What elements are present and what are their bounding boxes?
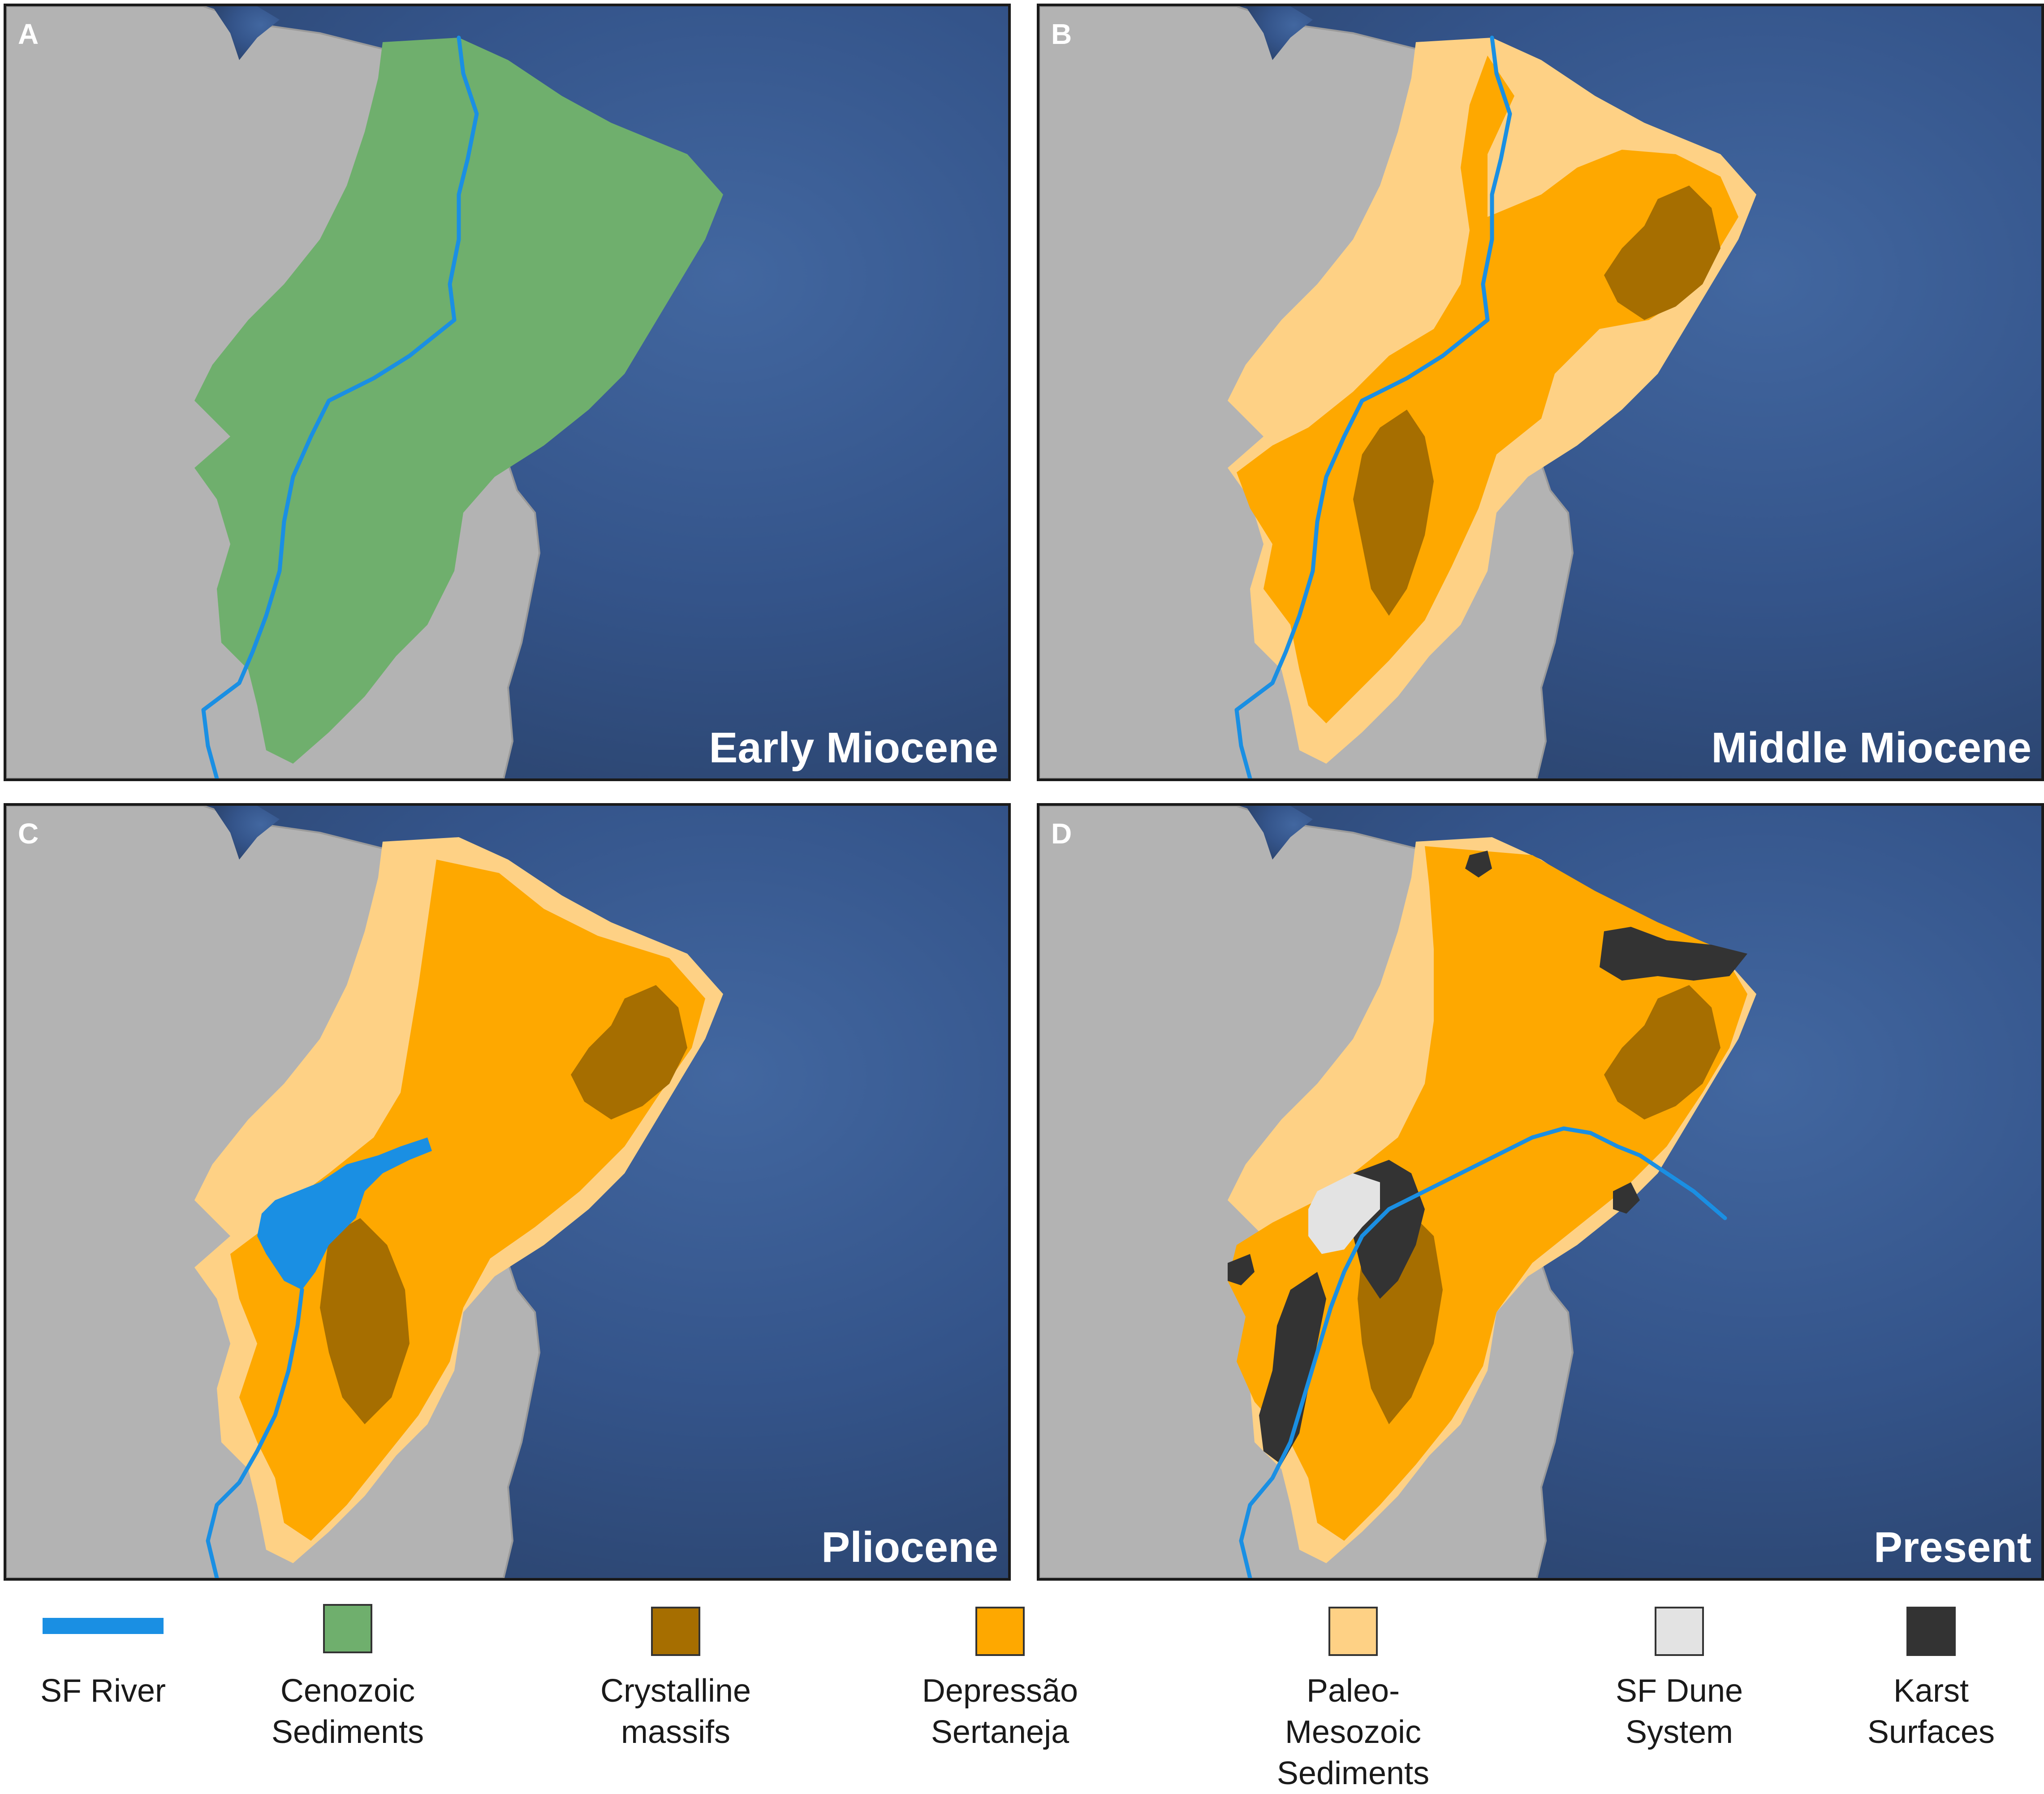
sf-river-path <box>206 1288 304 1578</box>
paleolake <box>257 1137 432 1290</box>
panel-pliocene: C Pliocene <box>4 803 1011 1581</box>
sf-river-path <box>1239 1126 1727 1578</box>
crystalline-massif-east <box>571 985 687 1120</box>
panel-present: D Present <box>1037 803 2044 1581</box>
legend-label: Crystalline massifs <box>600 1673 751 1750</box>
legend-label: SF River <box>40 1673 166 1709</box>
crystalline-swatch-icon <box>651 1607 700 1656</box>
map-pliocene <box>6 806 1008 1578</box>
panel-letter: A <box>18 18 39 50</box>
crystalline-massif-south <box>1353 410 1434 616</box>
sf-river-line-icon <box>43 1618 164 1634</box>
northwest-bay <box>212 806 280 860</box>
sf-river-path <box>201 35 479 778</box>
crystalline-massif-east <box>1604 985 1721 1120</box>
panel-letter: C <box>18 817 39 850</box>
legend-label: Paleo-Mesozoic Sediments <box>1276 1673 1430 1791</box>
panel-letter: B <box>1051 18 1072 50</box>
crystalline-massif-south <box>320 1218 410 1424</box>
map-early-miocene <box>6 6 1008 778</box>
map-middle-miocene <box>1039 6 2041 778</box>
northwest-bay <box>212 6 280 60</box>
northwest-bay <box>1246 6 1313 60</box>
legend-label: Depressão Sertaneja <box>922 1673 1078 1750</box>
panel-title: Middle Miocene <box>1711 724 2031 772</box>
legend-label: Karst Surfaces <box>1867 1673 1995 1750</box>
panel-title: Pliocene <box>821 1523 998 1571</box>
paleo-swatch-icon <box>1328 1607 1378 1656</box>
depressao-region <box>1228 846 1747 1541</box>
depressao-swatch-icon <box>975 1607 1025 1656</box>
karst-west <box>1228 1254 1255 1285</box>
panel-early-miocene: A Early Miocene <box>4 4 1011 781</box>
karst-swatch-icon <box>1906 1607 1956 1656</box>
sf-dune-region <box>1308 1173 1380 1254</box>
cenozoic-sediments-region <box>194 38 723 764</box>
panel-title: Present <box>1873 1523 2031 1571</box>
karst-north-west <box>1465 851 1492 878</box>
karst-north-east <box>1600 927 1747 981</box>
karst-east <box>1613 1182 1640 1214</box>
panel-letter: D <box>1051 817 1072 850</box>
legend-label: Cenozoic Sediments <box>271 1673 424 1750</box>
sf-river-path <box>1234 35 1512 778</box>
depressao-region <box>1237 56 1738 723</box>
northwest-bay <box>1246 806 1313 860</box>
panel-middle-miocene: B Middle Miocene <box>1037 4 2044 781</box>
legend-label: SF Dune System <box>1615 1673 1743 1750</box>
cenozoic-swatch-icon <box>323 1604 372 1653</box>
crystalline-massif-east <box>1604 186 1721 320</box>
legend: SF River Cenozoic Sediments Crystalline ma… <box>0 1593 2044 1791</box>
dune-swatch-icon <box>1655 1607 1704 1656</box>
map-present <box>1039 806 2041 1578</box>
karst-southwest <box>1259 1272 1326 1465</box>
panel-title: Early Miocene <box>709 724 998 772</box>
